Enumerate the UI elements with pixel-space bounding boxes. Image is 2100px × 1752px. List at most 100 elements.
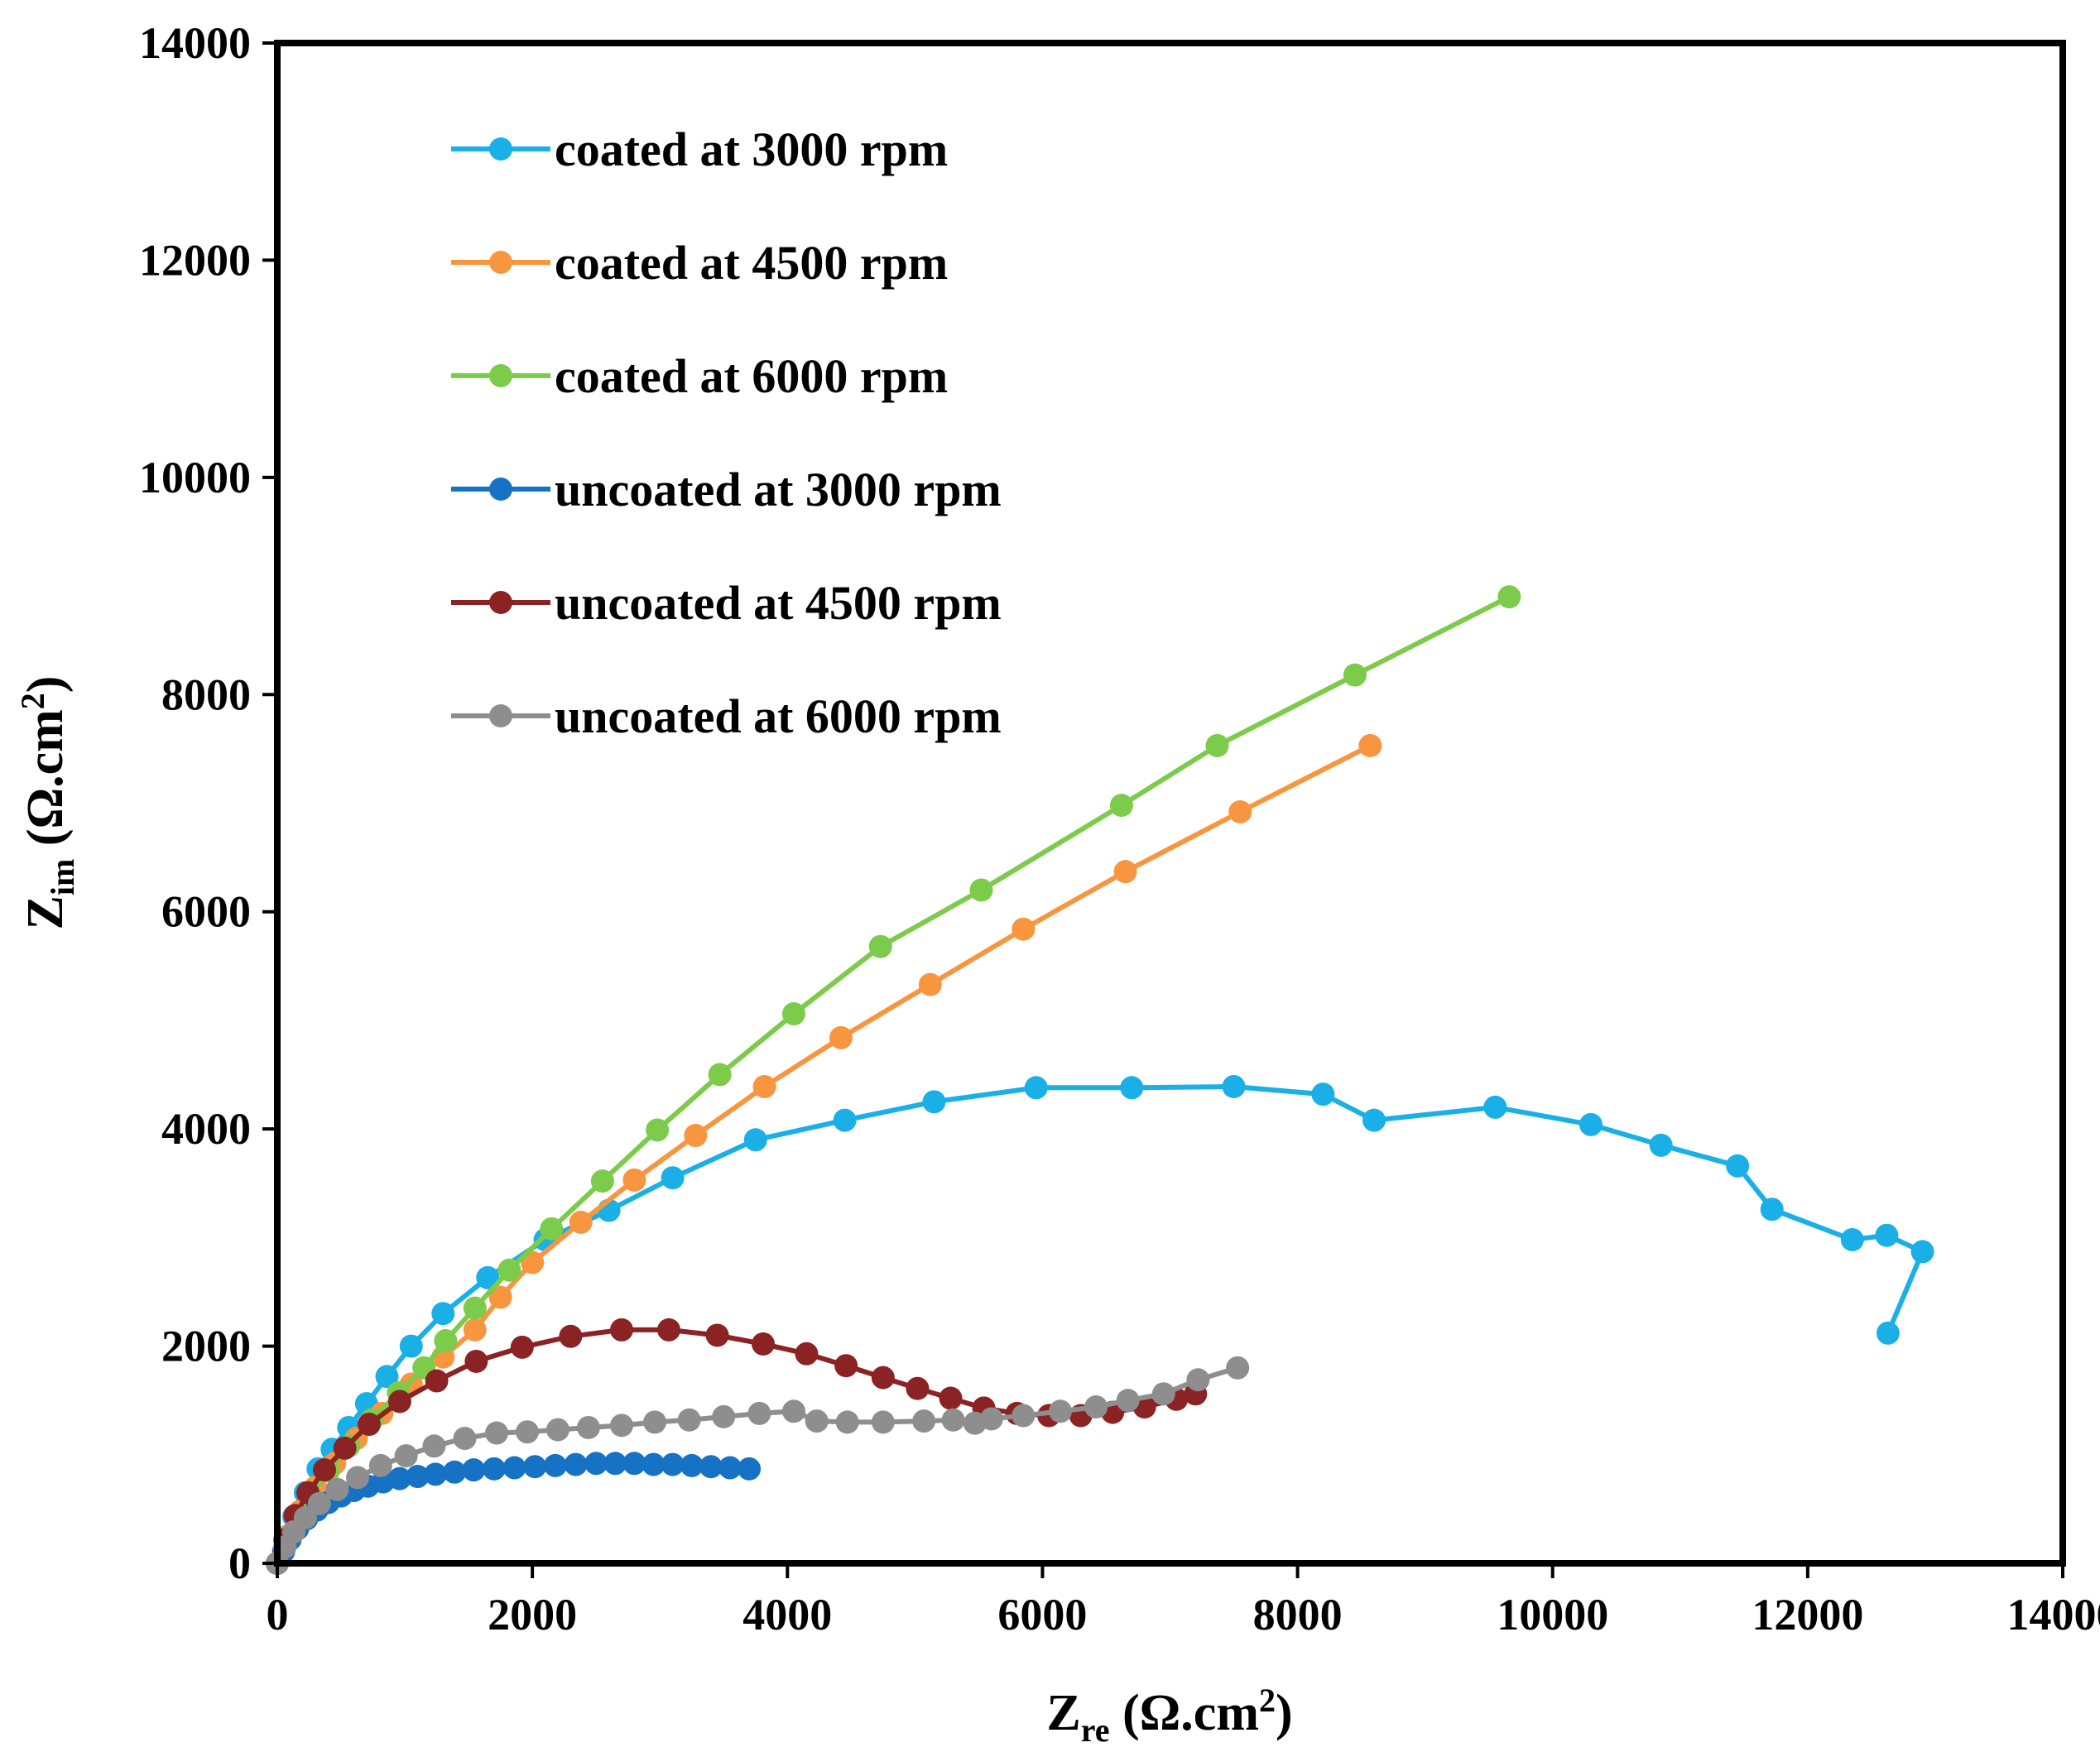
data-point bbox=[1048, 1399, 1072, 1423]
legend-item: coated at 3000 rpm bbox=[451, 122, 948, 176]
data-point bbox=[1116, 1389, 1140, 1413]
data-point bbox=[564, 1452, 588, 1476]
data-point bbox=[406, 1465, 430, 1489]
data-point bbox=[453, 1427, 477, 1451]
data-point bbox=[622, 1452, 646, 1476]
y-tick-label: 4000 bbox=[161, 1104, 251, 1154]
legend-label: coated at 3000 rpm bbox=[555, 122, 948, 176]
data-point bbox=[906, 1376, 930, 1400]
y-tick-label: 10000 bbox=[139, 453, 251, 502]
data-point bbox=[795, 1342, 819, 1366]
legend-swatch-marker bbox=[489, 251, 512, 274]
data-point bbox=[425, 1369, 449, 1393]
data-point bbox=[1120, 1076, 1144, 1100]
data-point bbox=[941, 1408, 965, 1432]
data-point bbox=[834, 1354, 858, 1378]
data-point bbox=[829, 1025, 853, 1049]
data-point bbox=[1024, 1076, 1048, 1100]
data-point bbox=[482, 1457, 506, 1481]
data-point bbox=[1875, 1223, 1899, 1247]
data-point bbox=[510, 1335, 534, 1359]
data-point bbox=[661, 1452, 685, 1476]
legend-swatch-marker bbox=[489, 704, 512, 727]
data-point bbox=[463, 1318, 487, 1342]
data-point bbox=[609, 1414, 633, 1438]
data-point bbox=[643, 1410, 667, 1434]
x-tick-label: 6000 bbox=[997, 1590, 1087, 1639]
data-point bbox=[540, 1217, 564, 1241]
data-point bbox=[368, 1453, 392, 1477]
data-point bbox=[476, 1265, 500, 1289]
data-point bbox=[387, 1466, 411, 1490]
data-point bbox=[781, 1399, 805, 1423]
data-point bbox=[1362, 1108, 1386, 1132]
data-point bbox=[346, 1466, 370, 1490]
data-point bbox=[712, 1404, 736, 1428]
y-tick-label: 8000 bbox=[161, 670, 251, 719]
data-point bbox=[699, 1455, 723, 1479]
data-point bbox=[912, 1409, 936, 1433]
legend-label: uncoated at 4500 rpm bbox=[555, 576, 1002, 630]
data-point bbox=[922, 1090, 946, 1114]
data-point bbox=[1910, 1240, 1934, 1264]
data-point bbox=[485, 1421, 509, 1445]
data-point bbox=[434, 1329, 458, 1353]
data-point bbox=[622, 1168, 646, 1192]
legend-label: uncoated at 3000 rpm bbox=[555, 463, 1002, 516]
data-point bbox=[805, 1409, 829, 1433]
y-tick-label: 0 bbox=[228, 1538, 251, 1588]
data-point bbox=[781, 1002, 805, 1026]
data-point bbox=[969, 878, 993, 902]
data-point bbox=[1151, 1382, 1175, 1406]
data-point bbox=[463, 1296, 487, 1320]
data-point bbox=[464, 1349, 488, 1373]
data-point bbox=[502, 1456, 526, 1480]
data-point bbox=[1113, 860, 1137, 884]
legend-label: uncoated at 6000 rpm bbox=[555, 689, 1002, 743]
data-point bbox=[307, 1491, 331, 1515]
legend-item: coated at 4500 rpm bbox=[451, 236, 948, 290]
data-point bbox=[684, 1124, 708, 1148]
data-point bbox=[545, 1418, 569, 1442]
y-axis-title: Zim (Ω.cm2) bbox=[14, 676, 81, 930]
data-point bbox=[569, 1210, 593, 1234]
data-point bbox=[918, 972, 942, 996]
data-point bbox=[642, 1452, 666, 1476]
data-point bbox=[576, 1415, 600, 1439]
data-point bbox=[979, 1407, 1003, 1431]
y-tick-label: 14000 bbox=[139, 18, 251, 68]
data-point bbox=[1497, 585, 1521, 609]
x-tick-label: 0 bbox=[267, 1590, 289, 1639]
data-point bbox=[1483, 1095, 1507, 1119]
data-point bbox=[422, 1434, 446, 1458]
data-point bbox=[1579, 1112, 1603, 1136]
data-point bbox=[543, 1453, 567, 1477]
data-point bbox=[375, 1365, 399, 1389]
x-tick-label: 12000 bbox=[1752, 1590, 1863, 1639]
legend-swatch-marker bbox=[489, 364, 512, 387]
data-point bbox=[431, 1302, 455, 1326]
data-point bbox=[646, 1118, 670, 1142]
data-point bbox=[394, 1444, 418, 1468]
data-point bbox=[1205, 733, 1229, 757]
data-point bbox=[1343, 663, 1367, 687]
data-point bbox=[293, 1505, 317, 1529]
data-point bbox=[325, 1477, 349, 1501]
y-tick-label: 6000 bbox=[161, 887, 251, 937]
x-axis-title: Zre (Ω.cm2) bbox=[1046, 1682, 1292, 1749]
data-point bbox=[584, 1452, 608, 1476]
legend-swatch-marker bbox=[489, 591, 512, 614]
data-point bbox=[747, 1401, 771, 1425]
data-point bbox=[705, 1323, 729, 1347]
data-point bbox=[656, 1318, 680, 1342]
data-point bbox=[333, 1436, 357, 1460]
data-point bbox=[590, 1169, 614, 1193]
data-point bbox=[835, 1410, 859, 1434]
data-point bbox=[1084, 1395, 1108, 1419]
series-layer bbox=[266, 585, 1934, 1575]
data-point bbox=[387, 1390, 411, 1414]
data-point bbox=[661, 1166, 685, 1190]
data-point bbox=[462, 1458, 486, 1482]
